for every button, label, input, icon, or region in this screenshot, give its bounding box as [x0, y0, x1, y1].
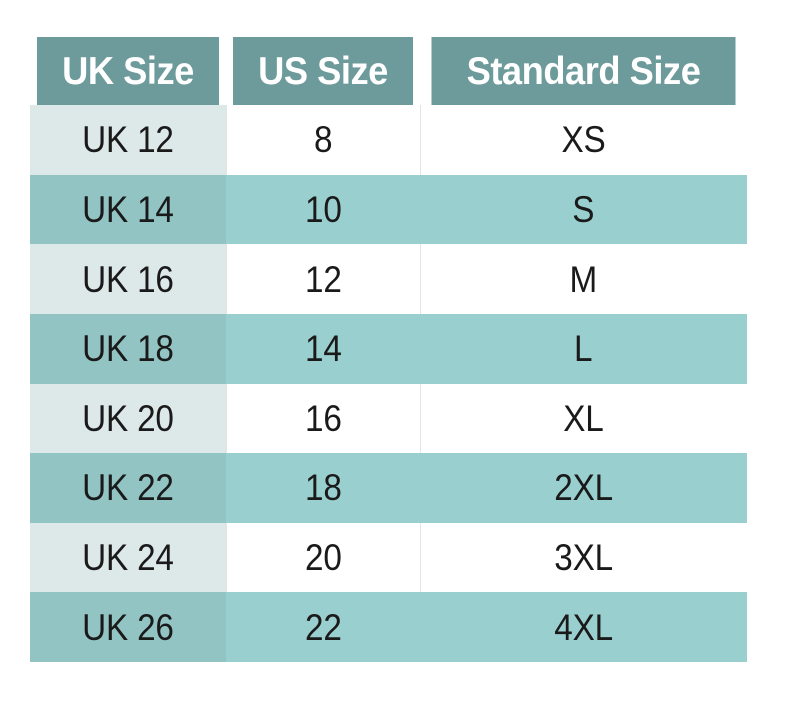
cell-uk-size: UK 24	[30, 522, 226, 593]
column-header-us-size: US Size	[232, 37, 414, 105]
cell-uk-size: UK 20	[30, 383, 226, 454]
cell-standard-size: S	[420, 174, 747, 245]
table-row: UK 24 20 3XL	[30, 522, 747, 593]
cell-us-size: 12	[226, 244, 420, 314]
header-row: UK Size US Size Standard Size	[30, 37, 747, 105]
cell-standard-size: 3XL	[420, 522, 747, 593]
cell-us-size: 16	[226, 383, 420, 454]
cell-us-size: 8	[226, 105, 420, 175]
cell-uk-size: UK 22	[30, 453, 226, 523]
cell-standard-size: 2XL	[420, 453, 747, 523]
table-row: UK 14 10 S	[30, 174, 747, 245]
cell-us-size: 18	[226, 453, 420, 523]
cell-us-size: 10	[226, 174, 420, 245]
cell-standard-size: XL	[420, 383, 747, 454]
cell-standard-size: XS	[420, 105, 747, 175]
cell-uk-size: UK 26	[30, 592, 226, 662]
column-header-uk-size: UK Size	[36, 37, 220, 105]
size-conversion-table: UK Size US Size Standard Size UK 12 8 XS…	[30, 37, 747, 662]
size-chart-container: UK Size US Size Standard Size UK 12 8 XS…	[30, 37, 747, 662]
table-row: UK 16 12 M	[30, 244, 747, 314]
table-row: UK 20 16 XL	[30, 383, 747, 454]
cell-us-size: 20	[226, 522, 420, 593]
cell-uk-size: UK 16	[30, 244, 226, 314]
cell-us-size: 14	[226, 313, 420, 384]
cell-standard-size: M	[420, 244, 747, 314]
cell-standard-size: 4XL	[420, 592, 747, 662]
table-body: UK 12 8 XS UK 14 10 S UK 16 12 M UK 18 1…	[30, 105, 747, 662]
table-header: UK Size US Size Standard Size	[30, 37, 747, 105]
table-row: UK 26 22 4XL	[30, 592, 747, 662]
table-row: UK 22 18 2XL	[30, 453, 747, 523]
column-header-standard-size: Standard Size	[431, 37, 736, 105]
table-row: UK 18 14 L	[30, 313, 747, 384]
cell-standard-size: L	[420, 313, 747, 384]
cell-uk-size: UK 14	[30, 174, 226, 245]
table-row: UK 12 8 XS	[30, 105, 747, 175]
cell-uk-size: UK 12	[30, 105, 226, 175]
cell-us-size: 22	[226, 592, 420, 662]
cell-uk-size: UK 18	[30, 313, 226, 384]
